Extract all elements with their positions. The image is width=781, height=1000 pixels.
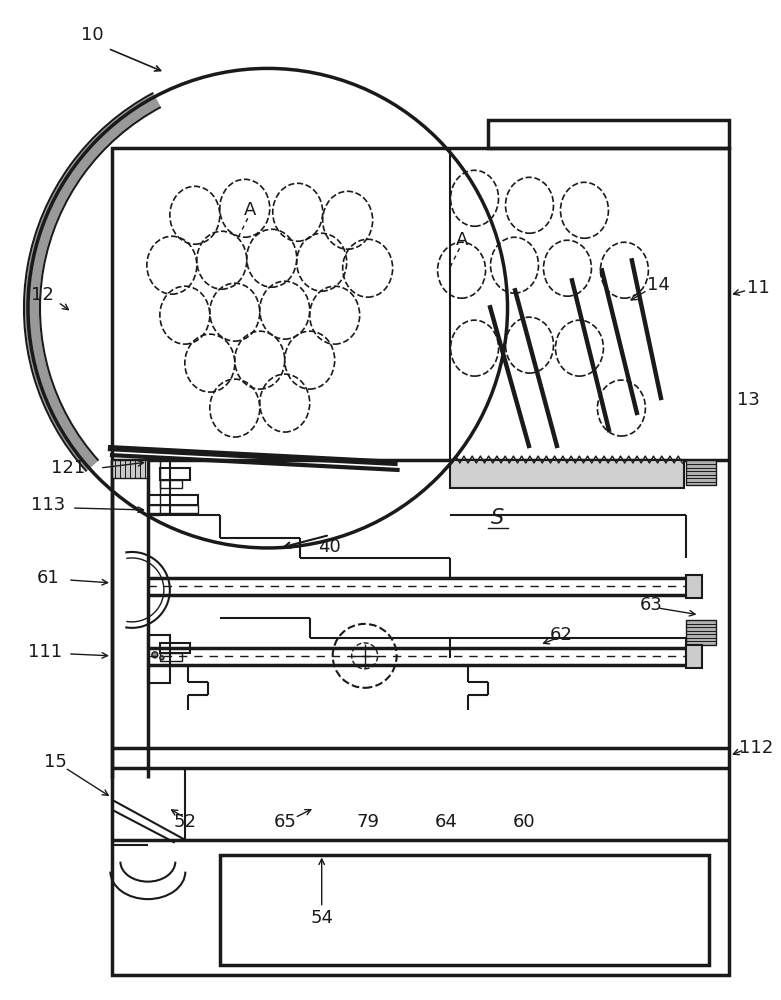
Text: 63: 63: [640, 596, 662, 614]
Bar: [148, 505, 198, 513]
Text: A: A: [244, 201, 256, 219]
Text: 61: 61: [37, 569, 59, 587]
Text: 14: 14: [647, 276, 670, 294]
Text: 11: 11: [747, 279, 770, 297]
Bar: [686, 575, 702, 598]
Circle shape: [152, 652, 158, 658]
Text: 52: 52: [173, 813, 196, 831]
Bar: [160, 468, 190, 480]
Text: 12: 12: [30, 286, 53, 304]
Bar: [148, 635, 169, 683]
Text: 111: 111: [28, 643, 62, 661]
Text: 64: 64: [435, 813, 458, 831]
Bar: [160, 480, 182, 488]
Bar: [686, 645, 702, 668]
Text: 54: 54: [310, 909, 333, 927]
Bar: [450, 460, 684, 488]
Bar: [160, 653, 182, 661]
Bar: [219, 855, 709, 965]
Text: A: A: [455, 231, 468, 249]
Bar: [148, 460, 160, 515]
Text: 113: 113: [30, 496, 65, 514]
Circle shape: [160, 656, 164, 660]
Text: 65: 65: [273, 813, 296, 831]
Bar: [686, 620, 716, 645]
Text: S: S: [491, 508, 505, 528]
Text: 13: 13: [737, 391, 760, 409]
Text: 40: 40: [318, 538, 341, 556]
Bar: [148, 460, 169, 515]
Bar: [487, 120, 729, 148]
Bar: [160, 643, 190, 653]
Text: 121: 121: [51, 459, 85, 477]
Text: 62: 62: [550, 626, 572, 644]
Text: 79: 79: [356, 813, 379, 831]
Text: 112: 112: [740, 739, 773, 757]
Text: 10: 10: [80, 26, 103, 44]
Bar: [686, 460, 716, 485]
Bar: [112, 148, 729, 975]
Text: 15: 15: [44, 753, 66, 771]
Bar: [112, 460, 148, 478]
Text: 60: 60: [513, 813, 536, 831]
Bar: [148, 495, 198, 505]
